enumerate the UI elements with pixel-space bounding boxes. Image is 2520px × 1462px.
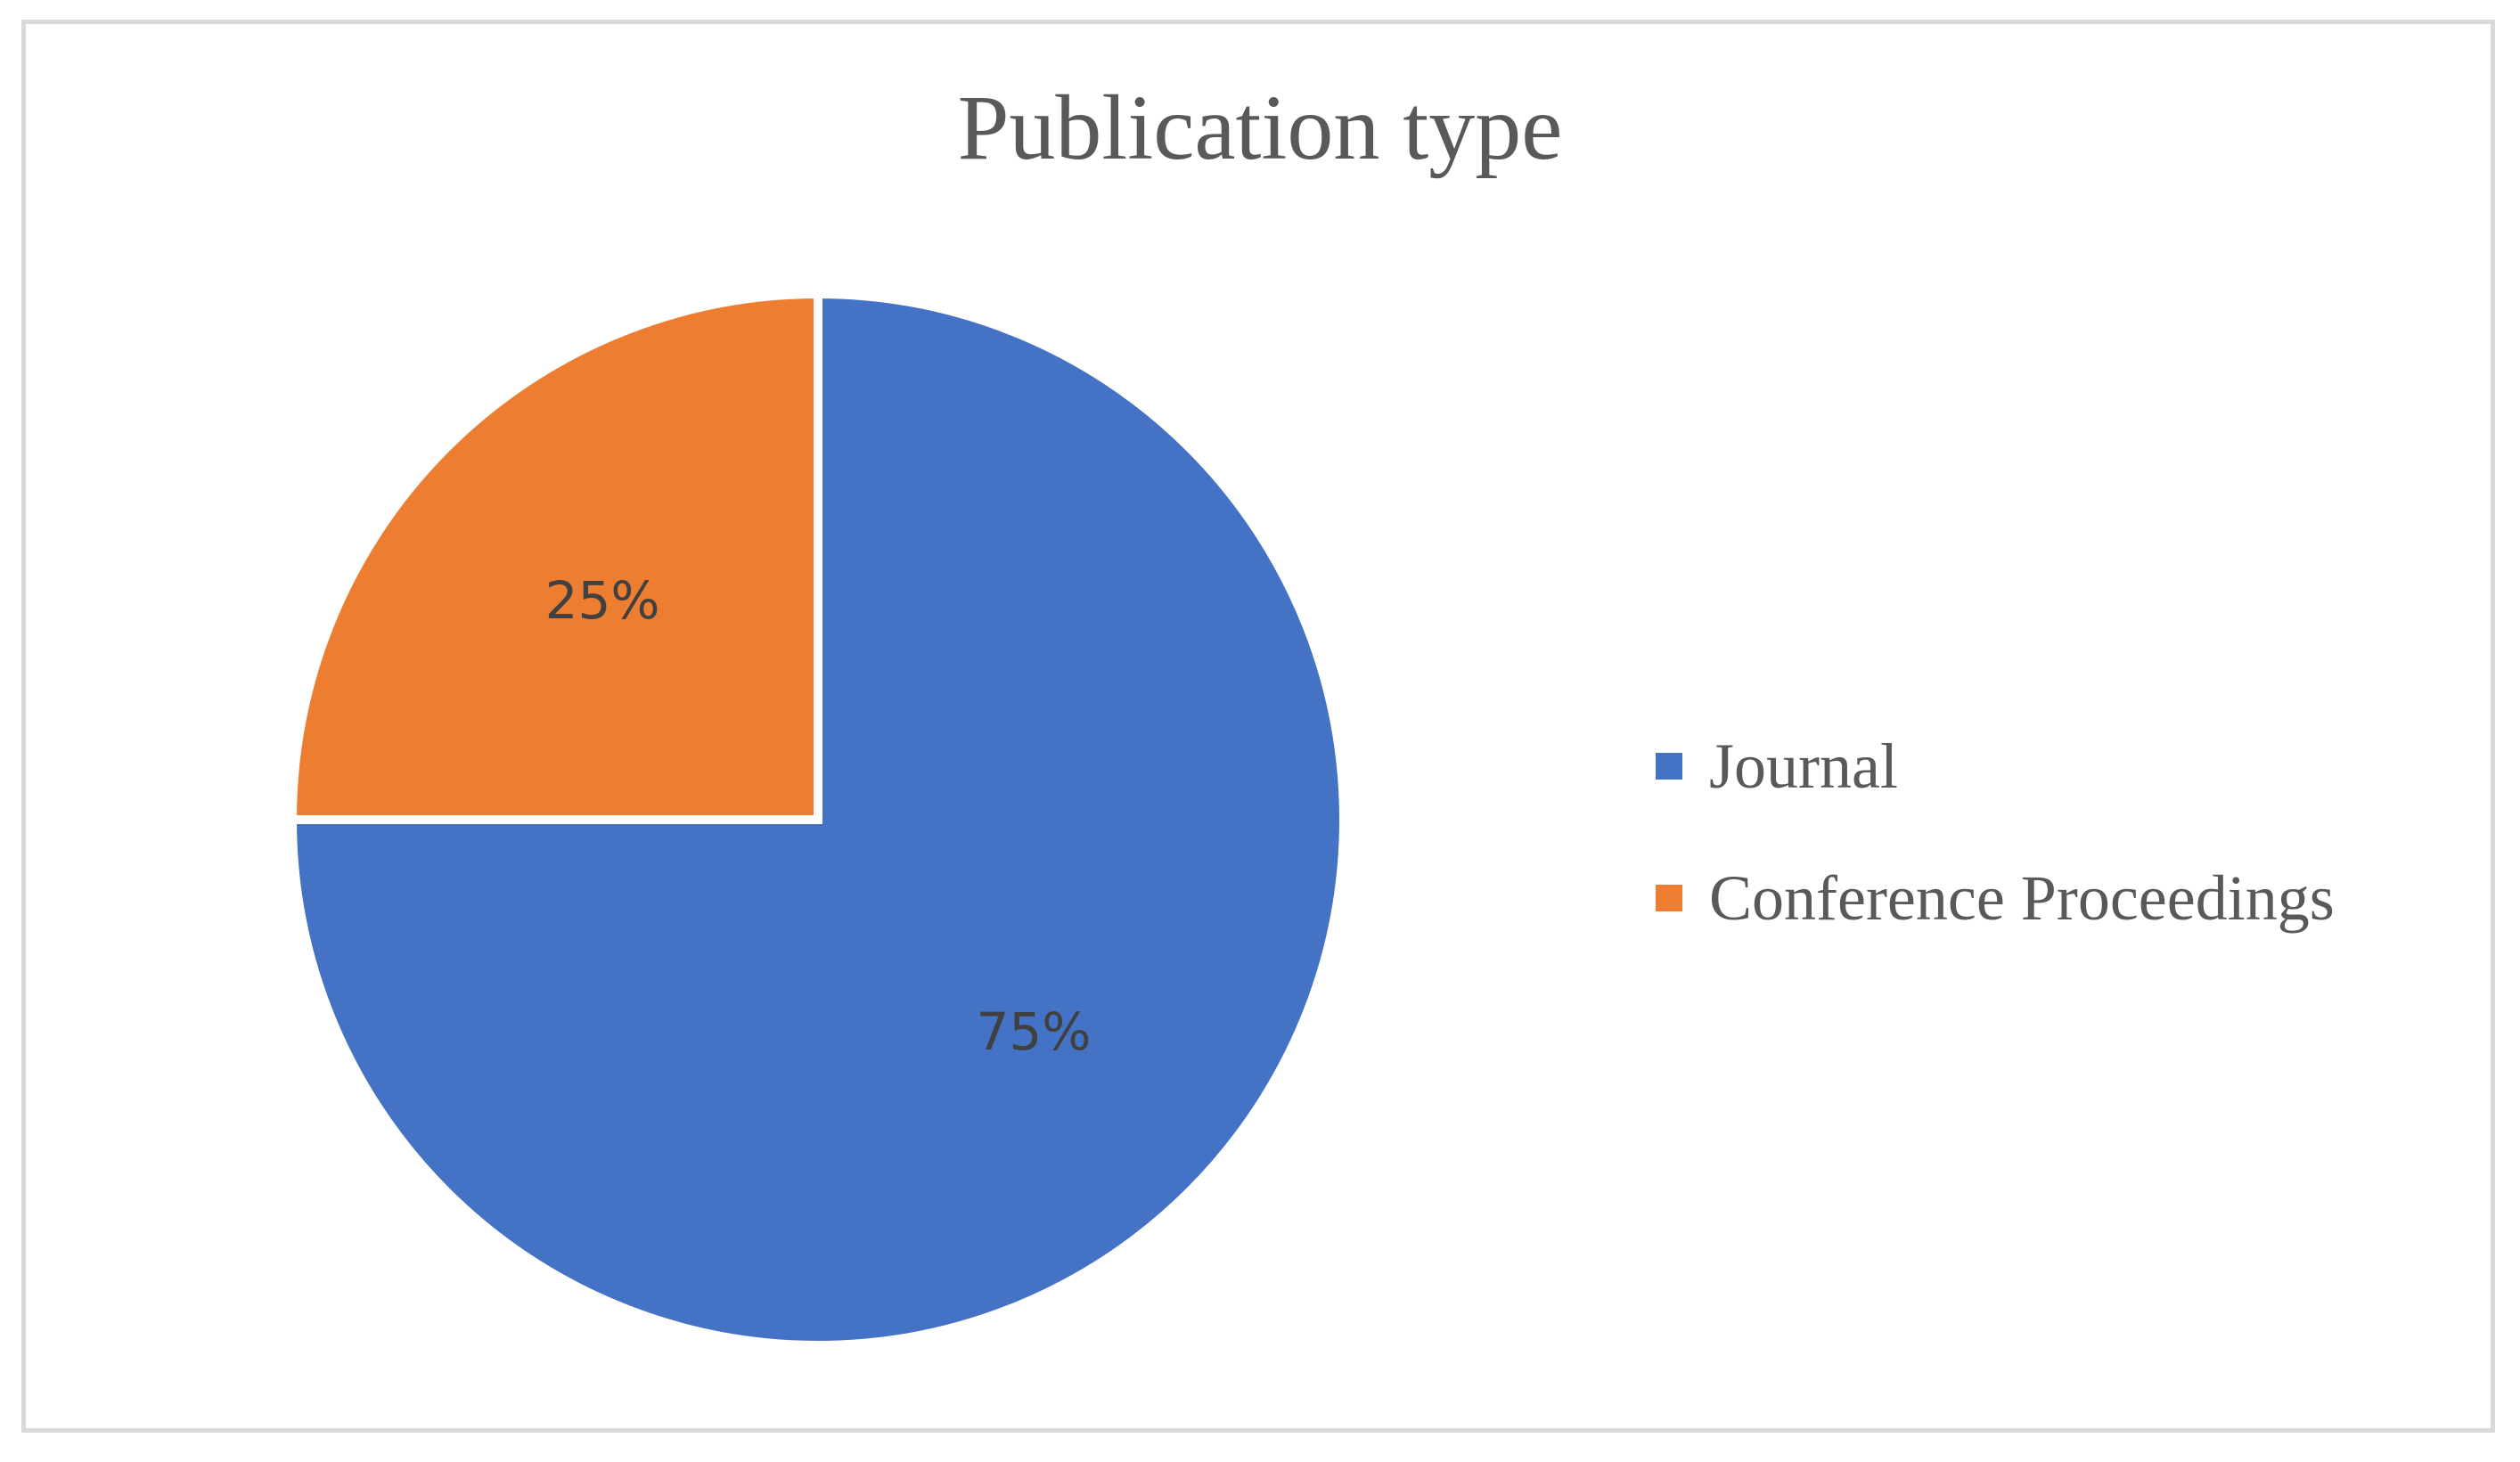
legend-label-conference-proceedings: Conference Proceedings: [1709, 862, 2335, 934]
legend-label-journal: Journal: [1709, 730, 1898, 802]
data-label-conference-proceedings: 25%: [545, 570, 660, 631]
pie-slice-conference-proceedings: [287, 289, 822, 824]
legend-item-conference-proceedings: Conference Proceedings: [1656, 845, 2335, 952]
data-label-journal: 75%: [977, 1001, 1092, 1062]
legend: Journal Conference Proceedings: [1656, 713, 2335, 976]
chart-title: Publication type: [957, 77, 1563, 179]
legend-swatch-conference-proceedings: [1656, 885, 1682, 911]
legend-swatch-journal: [1656, 753, 1682, 780]
legend-item-journal: Journal: [1656, 713, 2335, 820]
